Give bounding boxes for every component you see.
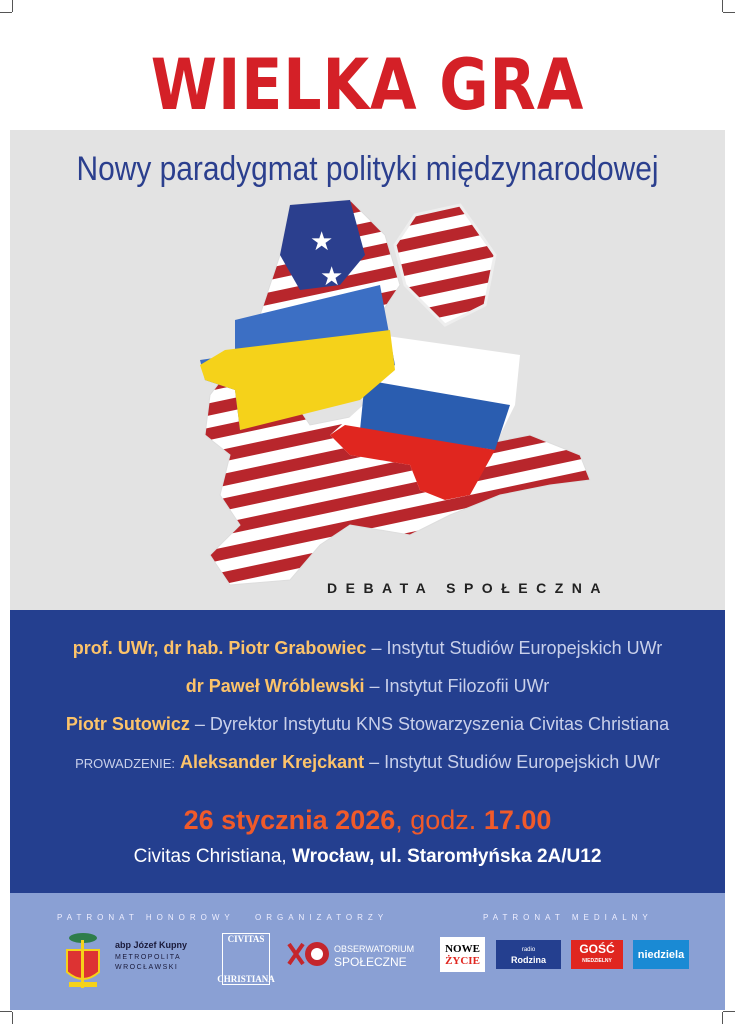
speaker-affiliation: – Dyrektor Instytutu KNS Stowarzyszenia … xyxy=(194,714,670,734)
venue-address: Wrocław, ul. Staromłyńska 2A/U12 xyxy=(292,846,602,867)
eye-icon xyxy=(287,942,329,966)
media-label: PATRONAT MEDIALNY xyxy=(483,913,653,922)
logo-text: Rodzina xyxy=(511,954,546,965)
moderator-line: PROWADZENIE: Aleksander Krejckant – Inst… xyxy=(0,752,735,773)
crop-mark xyxy=(12,1012,13,1024)
greenland-puzzle-piece xyxy=(393,203,497,327)
svg-text:★: ★ xyxy=(310,226,333,256)
speaker-name: Piotr Sutowicz xyxy=(65,714,190,734)
observatorium-line2: SPOŁECZNE xyxy=(334,955,407,969)
details-panel xyxy=(10,610,725,893)
event-date: 26 stycznia 2026, godz. 17.00 xyxy=(0,805,735,836)
puzzle-map-illustration: ★★ xyxy=(200,199,591,586)
speaker-name: dr Paweł Wróblewski xyxy=(185,676,365,696)
logo-text: radio xyxy=(521,946,536,953)
observatorium-line1: OBSERWATORIUM xyxy=(334,944,415,954)
speaker-affiliation: – Instytut Filozofii UWr xyxy=(369,676,550,696)
honorary-name: abp Józef Kupny xyxy=(115,940,188,950)
logo-text: CHRISTIANA xyxy=(217,974,275,984)
speaker-line: dr Paweł Wróblewski – Instytut Filozofii… xyxy=(0,676,735,697)
speaker-affiliation: – Instytut Studiów Europejskich UWr xyxy=(371,638,663,658)
logo-text: CIVITAS xyxy=(227,934,265,944)
logo-text: ŻYCIE xyxy=(445,954,480,967)
crop-mark xyxy=(723,12,735,13)
event-type-label: DEBATA SPOŁECZNA xyxy=(327,580,609,596)
logo-text: NIEDZIELNY xyxy=(582,957,612,964)
speaker-name: prof. UWr, dr hab. Piotr Grabowiec xyxy=(72,638,367,658)
crop-mark xyxy=(722,0,723,12)
date-separator: , godz. xyxy=(395,805,477,835)
civitas-christiana-logo: CIVITAS CHRISTIANA xyxy=(217,933,275,985)
archbishop-coat-of-arms-icon xyxy=(66,933,100,988)
gosc-niedzielny-logo: GOŚĆ NIEDZIELNY xyxy=(571,940,623,969)
speaker-line: prof. UWr, dr hab. Piotr Grabowiec – Ins… xyxy=(0,638,735,659)
moderator-affiliation: – Instytut Studiów Europejskich UWr xyxy=(369,752,660,772)
crop-mark xyxy=(12,0,13,12)
moderator-name: Aleksander Krejckant xyxy=(180,752,365,772)
crop-mark xyxy=(0,1011,12,1012)
niedziela-logo: niedziela xyxy=(633,940,689,969)
logo-text: NOWE xyxy=(445,942,480,955)
crop-mark xyxy=(722,1012,723,1024)
honorary-title: WROCŁAWSKI xyxy=(115,964,179,971)
venue-org: Civitas Christiana, xyxy=(133,846,287,867)
nowe-zycie-logo: NOWE ŻYCIE xyxy=(440,937,485,972)
poster-subtitle: Nowy paradygmat polityki międzynarodowej xyxy=(76,150,659,188)
svg-text:★: ★ xyxy=(320,261,343,291)
event-venue: Civitas Christiana, Wrocław, ul. Staromł… xyxy=(0,846,735,868)
moderator-prefix: PROWADZENIE: xyxy=(75,756,175,771)
crop-mark xyxy=(0,12,12,13)
speaker-line: Piotr Sutowicz – Dyrektor Instytutu KNS … xyxy=(0,714,735,735)
date-day: 26 stycznia 2026 xyxy=(183,805,396,835)
poster-title: WIELKA GRA xyxy=(150,44,585,126)
logo-text: GOŚĆ xyxy=(579,941,615,956)
honorary-title: METROPOLITA xyxy=(115,954,182,961)
stars-canton xyxy=(280,200,365,290)
event-time: 17.00 xyxy=(483,805,552,835)
radio-rodzina-logo: radio Rodzina xyxy=(496,940,561,969)
honorary-label: PATRONAT HONOROWY xyxy=(57,913,235,922)
crop-mark xyxy=(723,1011,735,1012)
organizers-label: ORGANIZATORZY xyxy=(255,913,389,922)
